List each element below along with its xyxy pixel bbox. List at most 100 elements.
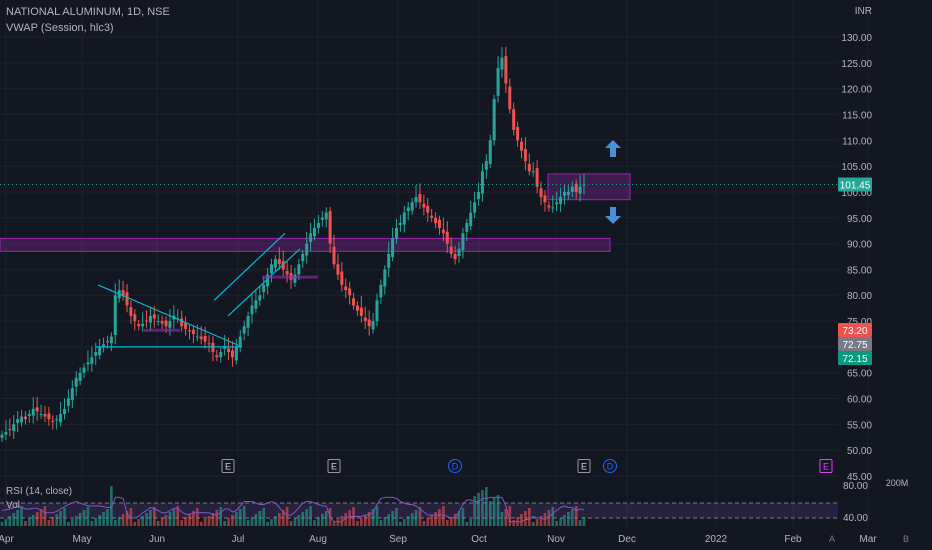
channel-upper-line: [227, 248, 301, 317]
volume-bar: [149, 510, 152, 526]
candle-body: [500, 57, 504, 70]
volume-bar: [129, 508, 133, 526]
candle-body: [277, 259, 281, 265]
volume-bar: [16, 510, 19, 526]
volume-bar: [192, 511, 195, 526]
candle-body: [398, 222, 402, 225]
time-tick-label: Jul: [232, 534, 245, 545]
candle-body: [125, 292, 129, 306]
candle-body: [82, 367, 86, 373]
candle-body: [20, 416, 24, 423]
last-price-label: 101.45: [840, 180, 871, 191]
candle-body: [39, 414, 43, 416]
candle-body: [47, 413, 51, 420]
candle-body: [570, 186, 574, 192]
candle-body: [35, 407, 39, 412]
candle-body: [516, 126, 520, 141]
volume-bar: [297, 515, 301, 526]
volume-bar: [317, 517, 320, 526]
event-marker-label: E: [225, 462, 231, 472]
rsi-line: [1, 496, 585, 523]
volume-indicator-label[interactable]: Vol: [6, 500, 20, 511]
volume-bar: [145, 513, 148, 526]
volume-bar: [235, 512, 238, 526]
volume-bar: [504, 509, 508, 526]
volume-bar: [4, 519, 8, 526]
volume-bar: [473, 496, 476, 526]
volume-bar: [231, 515, 234, 526]
volume-bar: [281, 510, 285, 526]
volume-bar: [477, 493, 480, 526]
volume-bar: [324, 511, 328, 526]
event-marker-label: E: [581, 462, 587, 472]
volume-bar: [254, 514, 258, 526]
price-tick-label: 50.00: [847, 446, 872, 457]
volume-bar: [141, 516, 144, 526]
candle-body: [195, 336, 199, 338]
candle-body: [422, 203, 426, 208]
time-tick-label: Oct: [471, 534, 487, 545]
price-tick-label: 125.00: [841, 59, 872, 70]
volume-bar: [238, 509, 242, 526]
volume-bar: [363, 515, 367, 526]
candlesticks: [0, 46, 586, 442]
candle-body: [340, 271, 344, 285]
candle-body: [203, 336, 207, 342]
volume-bar: [547, 510, 551, 526]
mini-zone-1: [144, 328, 180, 332]
volume-bar: [219, 507, 223, 526]
rsi-tick-label: 40.00: [843, 513, 868, 524]
drawings: [0, 140, 838, 348]
support-zone: [0, 237, 611, 252]
mini-zone-2: [262, 275, 318, 279]
volume-bar: [535, 519, 539, 526]
candle-body: [70, 388, 74, 401]
up-arrow: [605, 140, 621, 157]
candle-body: [4, 432, 8, 435]
volume-bar: [78, 513, 82, 526]
candle-body: [344, 286, 348, 291]
candle-body: [27, 414, 31, 417]
candle-body: [406, 207, 410, 212]
candle-body: [246, 315, 250, 328]
volume-bar: [574, 506, 578, 526]
price-tick-label: 120.00: [841, 85, 872, 96]
volume-bar: [422, 521, 426, 526]
candle-body: [223, 346, 227, 349]
volume-bar: [43, 506, 47, 526]
rsi-tick-label: 80.00: [843, 481, 868, 492]
event-marker-label: E: [331, 462, 337, 472]
candle-body: [477, 191, 481, 200]
candle-body: [539, 188, 543, 198]
candle-body: [199, 336, 203, 340]
time-tick-label: Nov: [547, 534, 565, 545]
candle-body: [156, 321, 160, 323]
candle-body: [285, 270, 289, 275]
volume-bar: [360, 518, 363, 526]
candle-body: [559, 197, 563, 204]
candle-body: [43, 414, 47, 417]
time-axis[interactable]: Apr May Jun Jul Aug Sep Oct Nov Dec 2022 Feb Mar A B: [0, 534, 909, 545]
rsi-indicator-label[interactable]: RSI (14, close): [6, 486, 73, 497]
candle-body: [102, 344, 106, 347]
volume-bar: [383, 517, 387, 526]
candle-body: [152, 314, 156, 319]
volume-tick-label: 200M: [886, 478, 909, 488]
candle-body: [359, 307, 363, 316]
vwap-indicator-label[interactable]: VWAP (Session, hlc3): [6, 22, 114, 34]
candle-body: [273, 259, 277, 268]
volume-bar: [320, 514, 324, 526]
volume-bar: [203, 519, 207, 526]
dividend-marker: [603, 459, 617, 473]
price-label-high: 73.20: [842, 326, 867, 337]
volume-bar: [102, 512, 105, 526]
candle-body: [480, 171, 484, 194]
volume-bar: [0, 522, 4, 526]
volume-bar: [223, 521, 226, 526]
candle-body: [426, 205, 430, 213]
axis-badge: B: [903, 534, 909, 544]
earnings-marker: [819, 459, 833, 473]
candle-body: [23, 416, 27, 420]
volume-bar: [8, 516, 12, 526]
